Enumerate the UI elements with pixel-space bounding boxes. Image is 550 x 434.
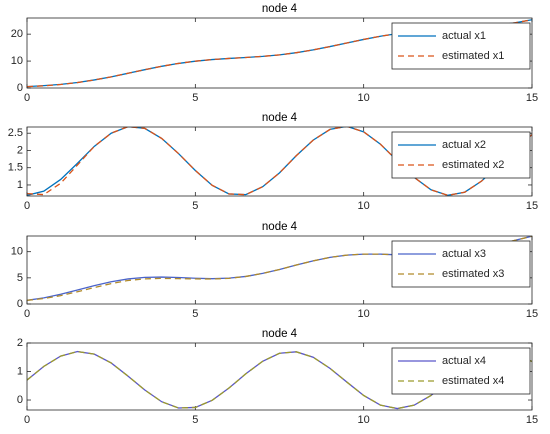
subplot: node 4 0 5 10 15 0 10 20 actual x1 estimated x1	[11, 3, 538, 104]
x-tick-label: 15	[526, 200, 538, 212]
axes-box	[26, 126, 533, 197]
legend-label: actual x4	[442, 355, 486, 367]
data-line	[27, 127, 532, 196]
y-tick-label: 0	[17, 298, 23, 310]
x-tick-label: 0	[24, 92, 30, 104]
data-line	[27, 350, 532, 410]
legend-box	[391, 131, 531, 179]
x-tick-label: 5	[192, 92, 198, 104]
axes-box	[26, 342, 533, 411]
legend: actual x2 estimated x2	[391, 131, 531, 179]
plot-lines	[27, 127, 532, 196]
axes-box	[26, 235, 533, 305]
subplot: node 4 0 5 10 15 1 1.5 2 2.5 actual x2 estimated x…	[8, 112, 538, 212]
x-tick-label: 10	[358, 414, 370, 426]
x-tick-label: 10	[358, 92, 370, 104]
y-tick-label: 1	[17, 365, 23, 377]
x-tick-label: 0	[24, 414, 30, 426]
x-tick-label: 10	[358, 200, 370, 212]
legend-label: estimated x4	[442, 375, 504, 387]
legend-label: estimated x1	[442, 50, 504, 62]
y-tick-label: 1	[17, 179, 23, 191]
legend-box	[391, 22, 531, 70]
x-tick-label: 5	[192, 308, 198, 320]
legend-label: estimated x2	[442, 159, 504, 171]
y-tick-label: 0	[17, 394, 23, 406]
x-tick-label: 5	[192, 200, 198, 212]
x-tick-label: 5	[192, 414, 198, 426]
subplot-title: node 4	[262, 112, 298, 124]
subplot-title: node 4	[262, 221, 298, 233]
subplot-title: node 4	[262, 328, 298, 340]
x-tick-label: 15	[526, 414, 538, 426]
legend: actual x3 estimated x3	[391, 240, 531, 288]
x-tick-label: 0	[24, 308, 30, 320]
y-tick-label: 5	[17, 272, 23, 284]
x-tick-label: 10	[358, 308, 370, 320]
y-tick-label: 1.5	[8, 162, 23, 174]
legend-label: estimated x3	[442, 268, 504, 280]
subplot: node 4 0 5 10 15 0 5 10 actual x3 estimated x3	[11, 221, 538, 320]
y-tick-label: 10	[11, 55, 23, 67]
axes-box	[26, 17, 533, 89]
x-tick-label: 15	[526, 308, 538, 320]
legend-box	[391, 240, 531, 288]
x-tick-label: 15	[526, 92, 538, 104]
y-tick-label: 2	[17, 144, 23, 156]
y-tick-label: 10	[11, 246, 23, 258]
legend-box	[391, 347, 531, 395]
y-tick-label: 20	[11, 28, 23, 40]
y-tick-label: 2.5	[8, 127, 23, 139]
legend: actual x4 estimated x4	[391, 347, 531, 395]
x-tick-label: 0	[24, 200, 30, 212]
subplot: node 4 0 5 10 15 0 1 2 actual x4 estimated x4	[17, 328, 538, 426]
y-tick-label: 2	[17, 337, 23, 349]
legend-label: actual x2	[442, 139, 486, 151]
legend-label: actual x3	[442, 248, 486, 260]
subplot-title: node 4	[262, 3, 298, 15]
legend-label: actual x1	[442, 30, 486, 42]
y-tick-label: 0	[17, 82, 23, 94]
legend: actual x1 estimated x1	[391, 22, 531, 70]
